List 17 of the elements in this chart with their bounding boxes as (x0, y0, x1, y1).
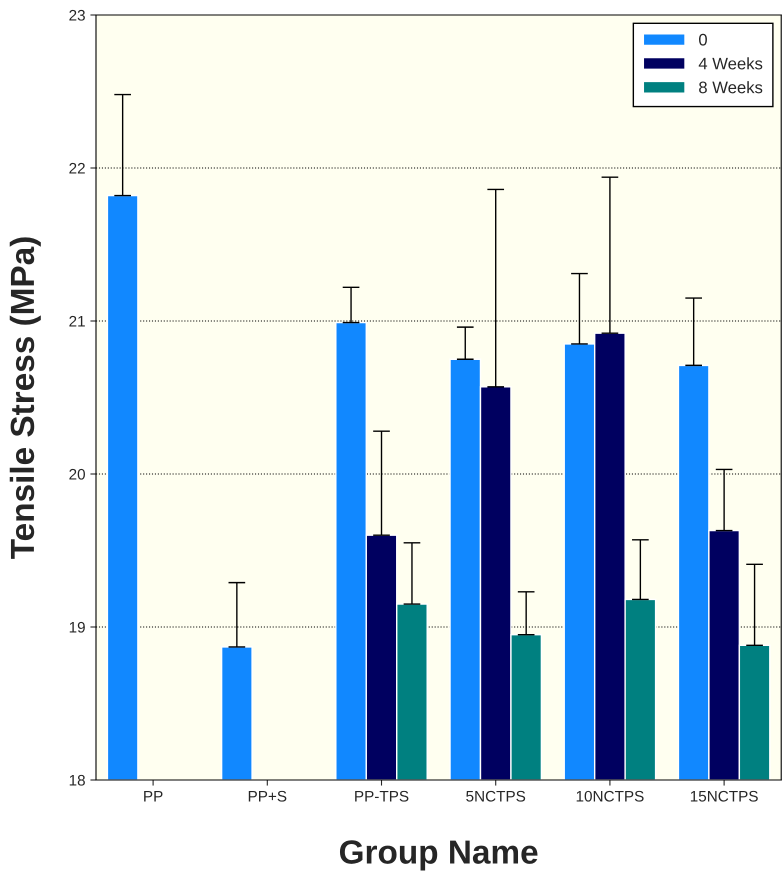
y-tick-label: 20 (69, 468, 85, 480)
x-tick-label: 15NCTPS (690, 790, 758, 802)
legend-label: 4 Weeks (698, 57, 762, 70)
legend-label: 0 (698, 34, 707, 46)
y-tick-label: 18 (70, 774, 85, 786)
y-tick-label: 22 (69, 162, 85, 174)
y-axis-title: Tensile Stress (MPa) (10, 237, 41, 559)
y-tick-label: 23 (69, 10, 85, 21)
x-tick-label: PP-TPS (355, 790, 408, 802)
x-tick-label: PP (144, 790, 162, 802)
x-axis-title: Group Name (340, 840, 538, 870)
x-tick-label: PP+S (248, 790, 286, 802)
y-tick-label: 19 (70, 622, 85, 633)
legend-label: 8 Weeks (699, 81, 762, 94)
x-tick-label: 10NCTPS (576, 790, 644, 802)
y-tick-label: 21 (69, 316, 85, 327)
x-tick-label: 5NCTPS (466, 790, 526, 802)
